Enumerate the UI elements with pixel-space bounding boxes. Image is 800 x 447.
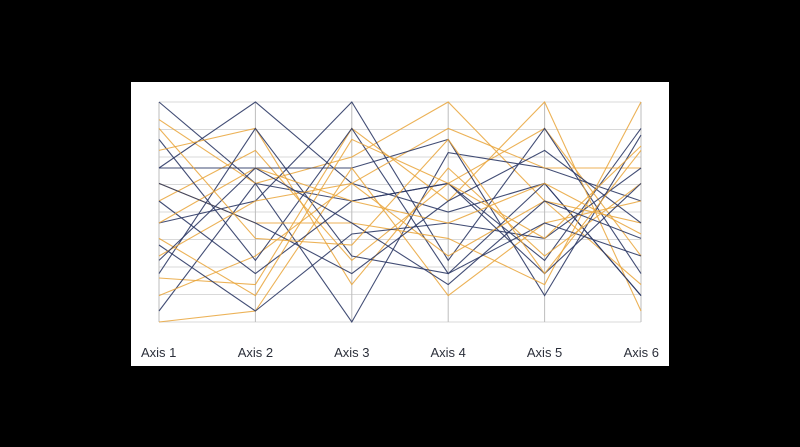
series-line-21 <box>158 167 642 286</box>
axis-label: Axis 3 <box>334 345 369 360</box>
axis-labels: Axis 1 Axis 2 Axis 3 Axis 4 Axis 5 Axis 6 <box>141 345 659 360</box>
series-line-11 <box>158 127 642 296</box>
series-line-6 <box>158 101 642 312</box>
axis-label: Axis 5 <box>527 345 562 360</box>
chart-panel: Axis 1 Axis 2 Axis 3 Axis 4 Axis 5 Axis 6 <box>131 82 669 366</box>
series-line-16 <box>158 182 642 257</box>
series-line-13 <box>158 167 642 312</box>
series-line-5 <box>158 101 642 274</box>
series-line-20 <box>158 138 642 297</box>
axis-label: Axis 1 <box>141 345 176 360</box>
series-line-2 <box>158 101 642 286</box>
parallel-coordinates-chart: Axis 1 Axis 2 Axis 3 Axis 4 Axis 5 Axis 6 <box>141 101 659 360</box>
series-line-9 <box>159 134 642 297</box>
series-line-10 <box>158 167 642 323</box>
axis-label: Axis 4 <box>430 345 465 360</box>
series-line-8 <box>158 127 641 297</box>
series-line-18 <box>158 167 642 235</box>
series-line-4 <box>158 127 642 262</box>
series-line-19 <box>158 149 642 275</box>
axis-label: Axis 2 <box>238 345 273 360</box>
series-line-14 <box>158 127 642 286</box>
series-lines <box>158 101 642 324</box>
axis-label: Axis 6 <box>624 345 659 360</box>
series-line-22 <box>158 128 642 275</box>
series-line-15 <box>158 127 642 275</box>
